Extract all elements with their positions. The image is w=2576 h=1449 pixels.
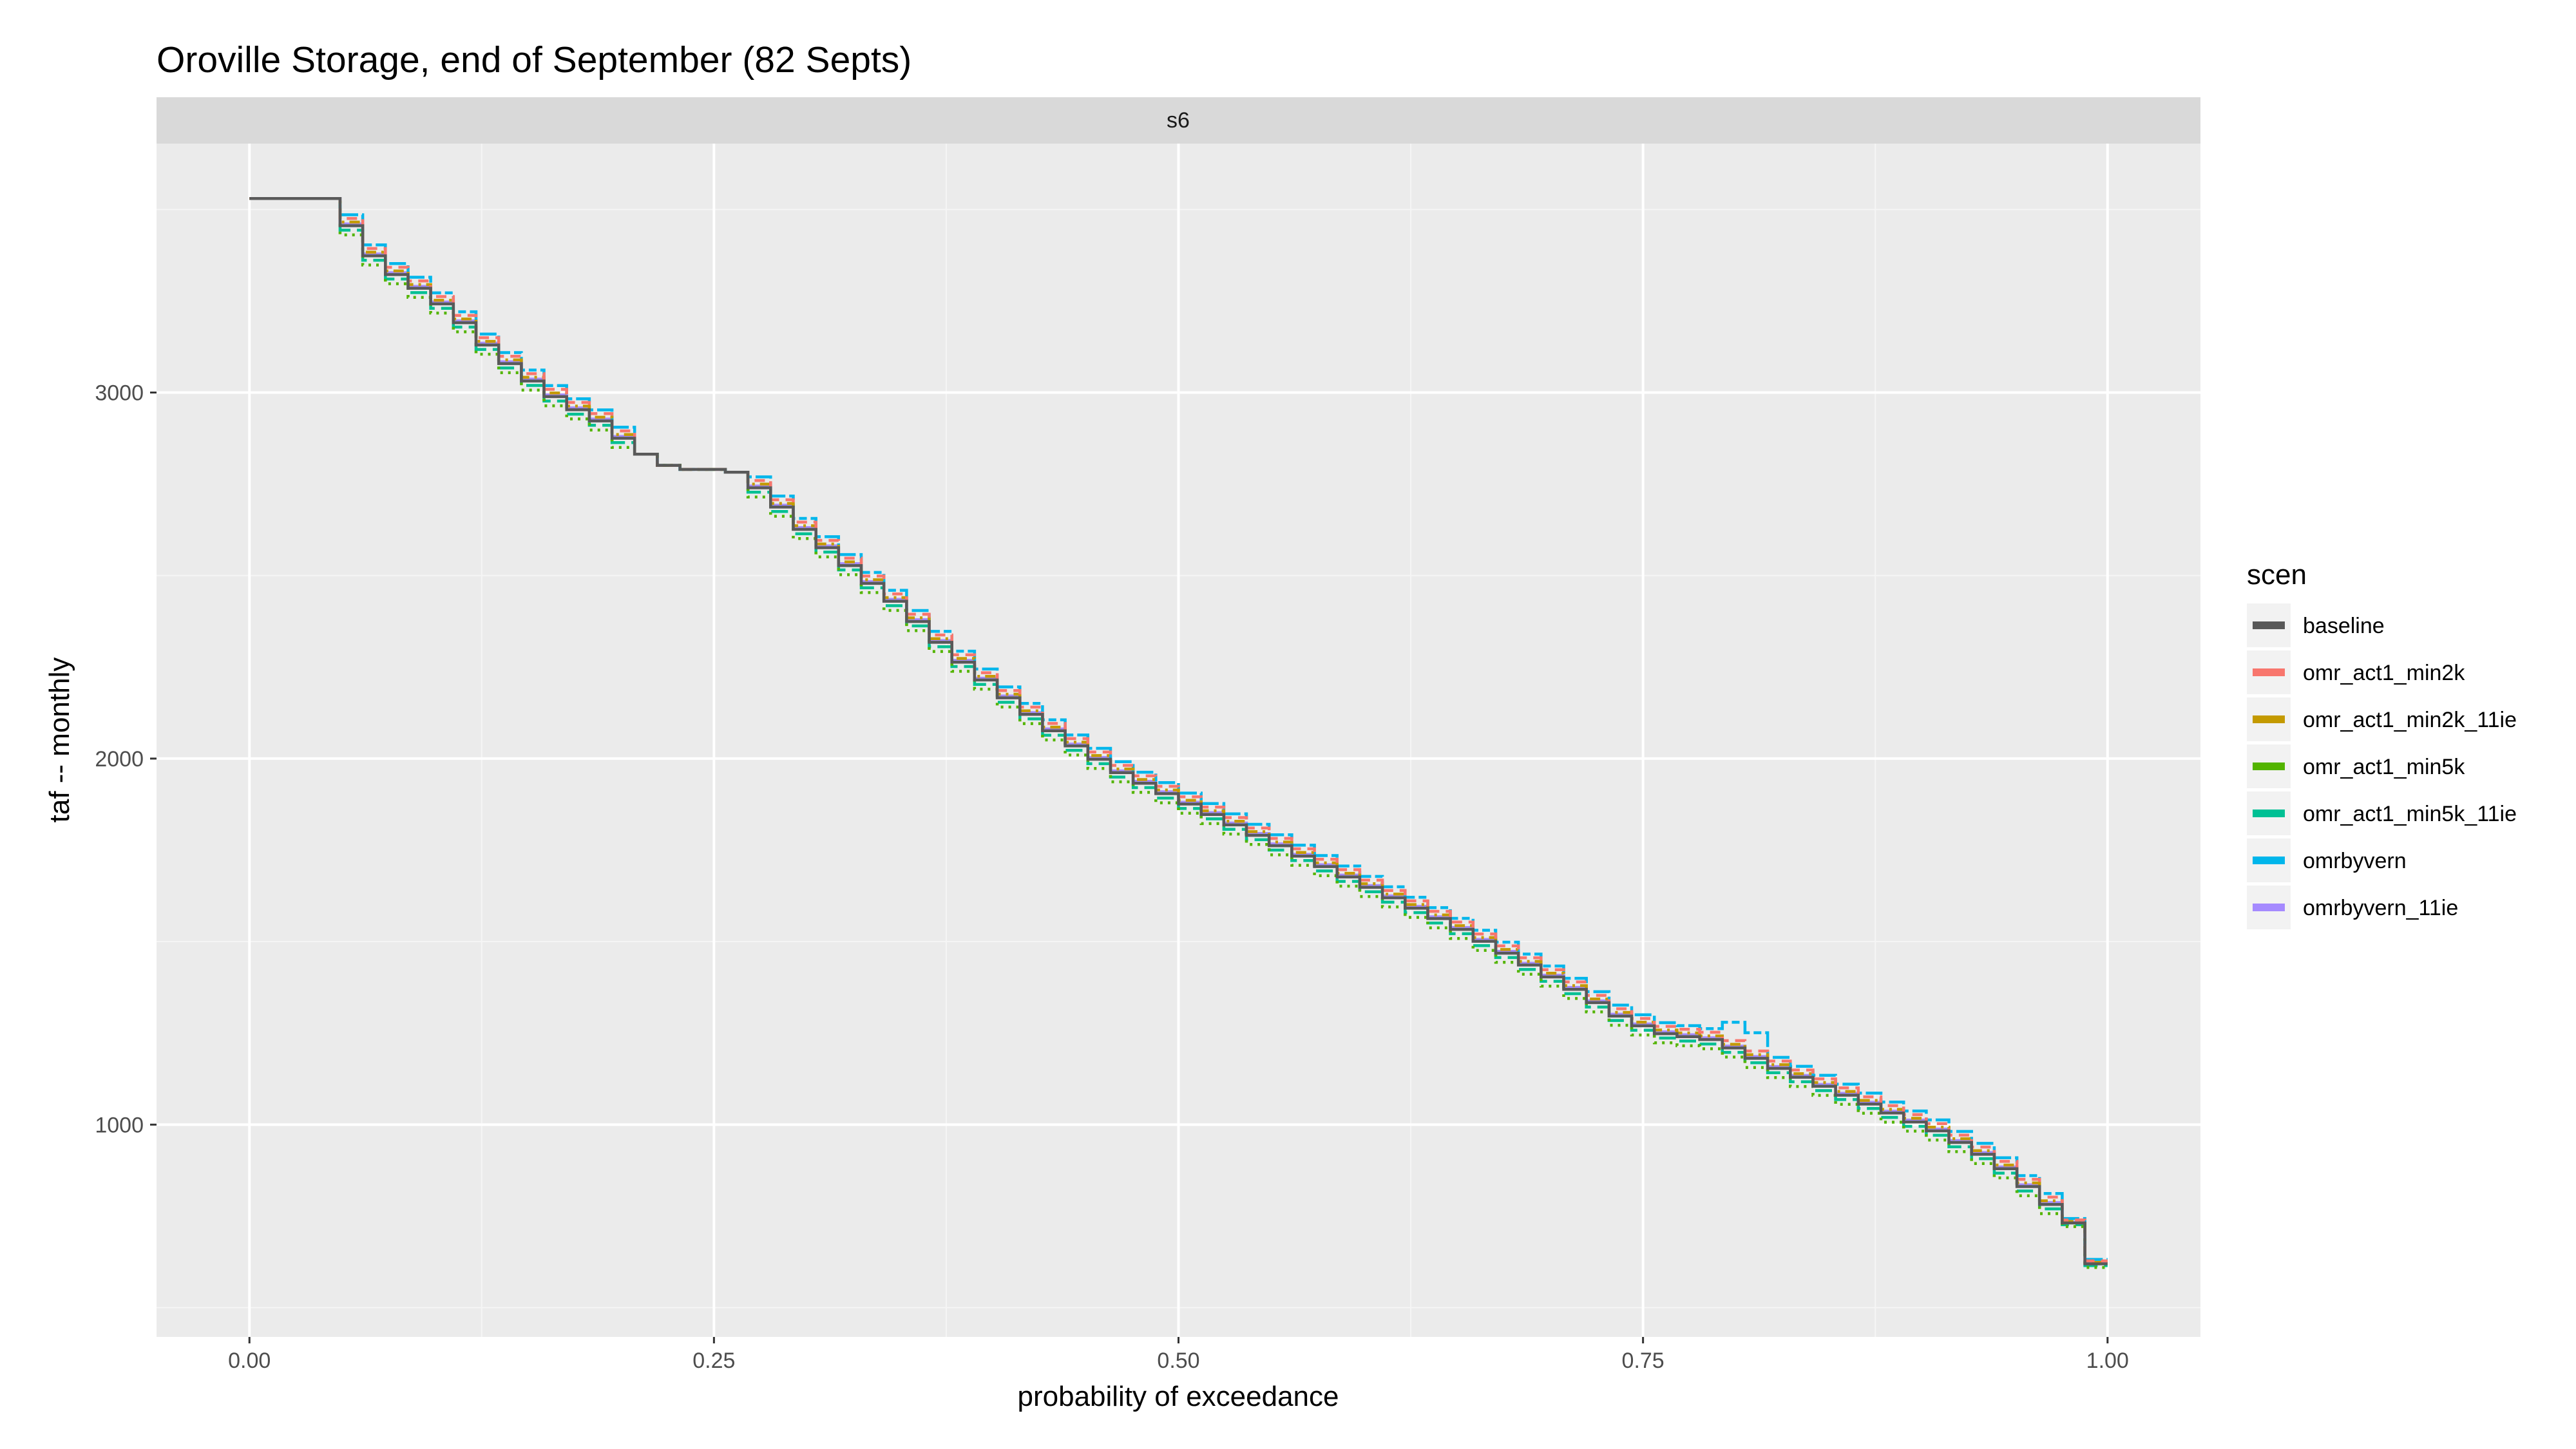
legend-key-omr_act1_min5k xyxy=(2253,762,2285,770)
legend: baseline omr_act1_min2k omr_act1_min2k_11i… xyxy=(2247,603,2517,929)
x-axis-label: probability of exceedance xyxy=(1018,1381,1339,1412)
grid-major xyxy=(157,144,2200,1337)
legend-key-omrbyvern_11ie xyxy=(2253,904,2285,911)
series-line-omr_act1_min2k_11ie xyxy=(249,197,2108,1264)
legend-label: baseline xyxy=(2303,614,2385,638)
y-axis-label: taf -- monthly xyxy=(44,658,75,823)
y-axis-ticks: 1000 2000 3000 xyxy=(95,381,157,1137)
x-tick-label: 0.75 xyxy=(1622,1349,1665,1373)
y-tick-label: 3000 xyxy=(95,381,144,406)
chart-title: Oroville Storage, end of September (82 S… xyxy=(157,39,911,80)
legend-label: omrbyvern xyxy=(2303,849,2407,873)
x-tick-label: 1.00 xyxy=(2086,1349,2129,1373)
series-line-omr_act1_min5k xyxy=(249,197,2108,1269)
x-tick-label: 0.50 xyxy=(1157,1349,1199,1373)
x-tick-label: 0.25 xyxy=(692,1349,735,1373)
legend-key-omr_act1_min2k_11ie xyxy=(2253,715,2285,723)
y-tick-label: 1000 xyxy=(95,1113,144,1137)
series-line-baseline xyxy=(249,197,2108,1265)
x-axis-ticks: 0.00 0.25 0.50 0.75 1.00 xyxy=(228,1337,2129,1373)
facet-label: s6 xyxy=(1167,108,1190,133)
legend-key-omr_act1_min5k_11ie xyxy=(2253,810,2285,817)
legend-label: omr_act1_min2k_11ie xyxy=(2303,708,2517,732)
legend-label: omr_act1_min2k xyxy=(2303,661,2465,685)
x-tick-label: 0.00 xyxy=(228,1349,271,1373)
y-tick-label: 2000 xyxy=(95,747,144,772)
series-line-omrbyvern xyxy=(249,197,2108,1261)
facet-strip xyxy=(157,97,2200,144)
legend-label: omr_act1_min5k_11ie xyxy=(2303,802,2517,826)
series-layer xyxy=(249,197,2108,1269)
legend-title: scen xyxy=(2247,559,2307,591)
legend-key-omr_act1_min2k xyxy=(2253,668,2285,676)
legend-label: omrbyvern_11ie xyxy=(2303,896,2458,920)
legend-label: omr_act1_min5k xyxy=(2303,755,2465,779)
legend-key-omrbyvern xyxy=(2253,857,2285,864)
legend-key-baseline xyxy=(2253,621,2285,629)
